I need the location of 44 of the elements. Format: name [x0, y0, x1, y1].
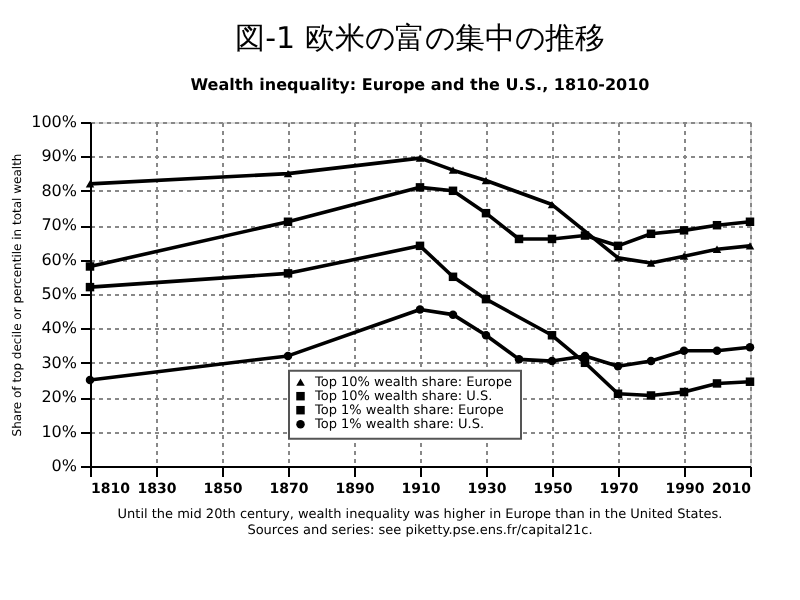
point [448, 166, 458, 174]
point [712, 245, 722, 253]
point [679, 252, 689, 260]
point [646, 356, 656, 366]
point [580, 231, 590, 240]
point [547, 331, 557, 340]
chart-title: 図-1 欧米の富の集中の推移 [235, 20, 605, 56]
y-tick-label: 40% [41, 319, 78, 338]
y-tick-label: 0% [51, 457, 78, 475]
y-tick-label: 80% [41, 181, 78, 200]
point [745, 343, 755, 352]
point [712, 346, 722, 355]
point [547, 356, 557, 366]
point [85, 375, 95, 385]
point [283, 269, 293, 278]
point [283, 351, 293, 361]
y-tick-label: 90% [41, 147, 78, 166]
point [448, 310, 458, 319]
point [679, 226, 689, 235]
y-tick-label: 70% [41, 216, 78, 235]
point [481, 331, 491, 340]
y-tick-label: 100% [31, 113, 78, 131]
y-tick-label: 10% [41, 422, 78, 441]
point [283, 169, 293, 178]
point [679, 346, 689, 355]
point [745, 242, 755, 250]
point [481, 176, 491, 185]
point [745, 377, 755, 386]
point [613, 362, 623, 371]
point [646, 391, 656, 400]
point [613, 254, 623, 262]
point [85, 262, 95, 271]
y-tick-label: 50% [41, 285, 78, 303]
point [712, 379, 722, 388]
y-tick-label: 30% [41, 353, 78, 372]
point [85, 180, 95, 188]
point [514, 355, 524, 364]
y-tick-label: 20% [41, 388, 78, 407]
point [415, 305, 425, 314]
point [646, 259, 656, 267]
point [415, 154, 425, 162]
point [415, 183, 425, 192]
chart-subtitle: Wealth inequality: Europe and the U.S., 1810-2010 [190, 76, 651, 94]
y-tick-label: 60% [41, 250, 78, 269]
